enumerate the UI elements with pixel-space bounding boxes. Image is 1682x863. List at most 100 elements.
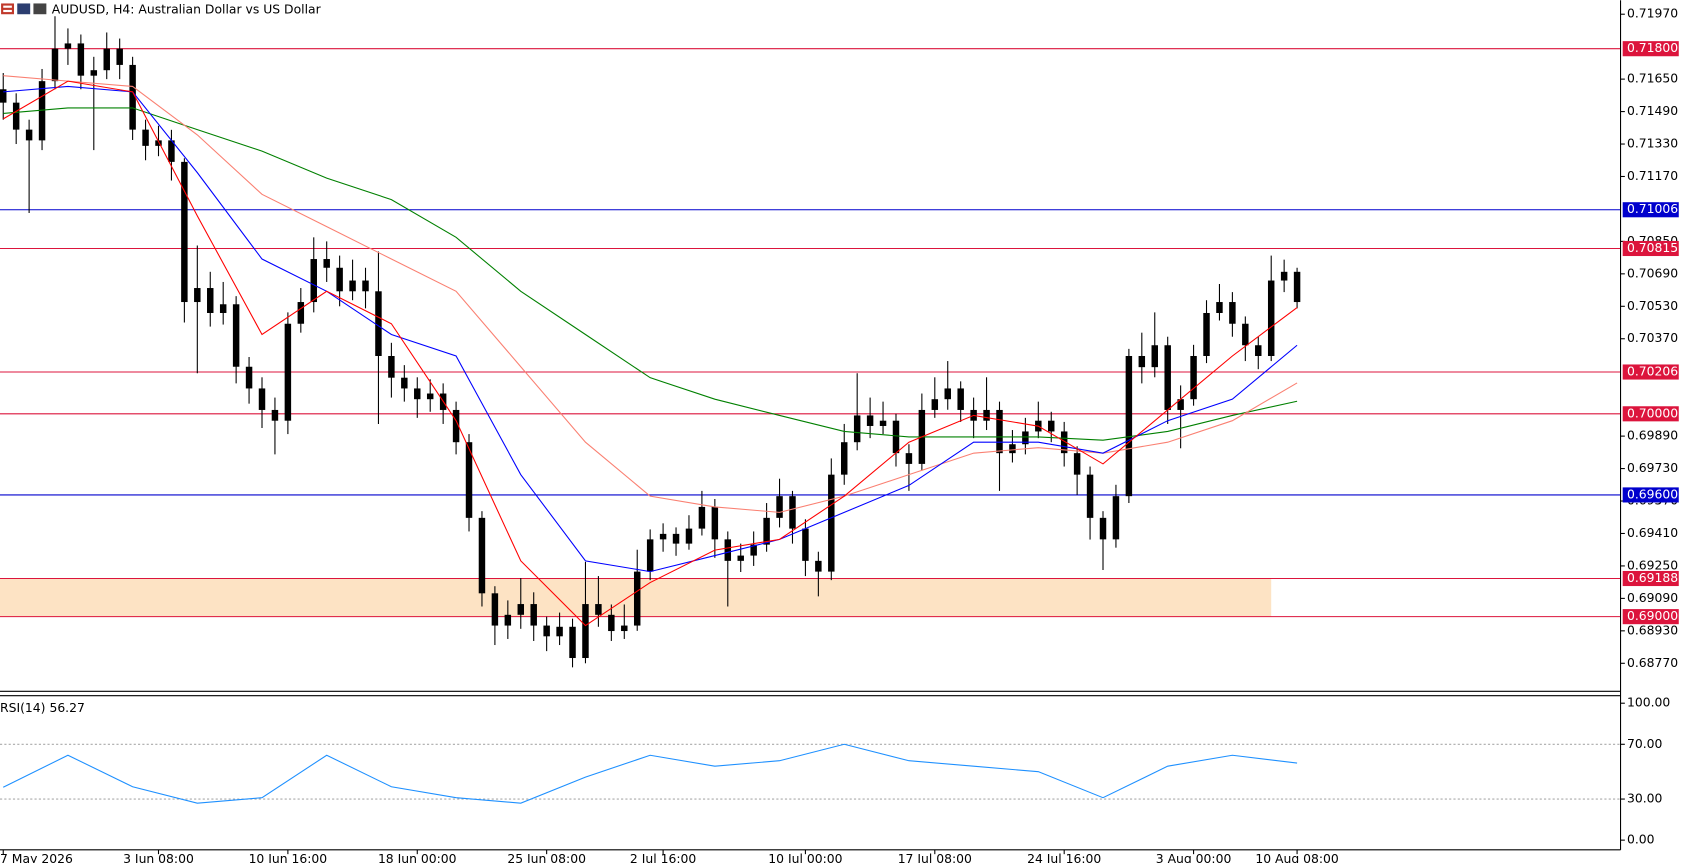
moving-average	[3, 107, 1298, 441]
candle-body	[672, 533, 680, 544]
candle-body	[556, 626, 563, 637]
y-tick-label: 30.00	[1627, 791, 1663, 806]
y-tick-label: 0.71970	[1627, 6, 1678, 21]
candle-body	[271, 409, 279, 421]
moving-average	[3, 85, 1298, 573]
candle-body	[168, 140, 175, 162]
y-tick-label: 0.70370	[1627, 330, 1678, 345]
x-tick-label: 10 Jun 16:00	[249, 851, 328, 863]
candle-body	[232, 304, 240, 367]
candle-body	[1293, 271, 1301, 303]
candle-body	[944, 388, 951, 400]
candle-body	[401, 377, 408, 389]
x-tick-label: 3 Jun 08:00	[123, 851, 194, 863]
candle-body	[426, 393, 434, 400]
candle-body	[504, 614, 512, 626]
candle-body	[103, 48, 110, 71]
candle-body	[1255, 345, 1262, 356]
candle-body	[64, 43, 72, 49]
candle-body	[983, 409, 990, 421]
candle-body	[737, 555, 744, 561]
candle-body	[659, 533, 667, 540]
candle-body	[595, 604, 602, 615]
candle-body	[51, 48, 59, 82]
y-tick-label: 0.68770	[1627, 655, 1678, 670]
candle-body	[12, 102, 20, 130]
candle-body	[1060, 431, 1068, 454]
x-tick-label: 7 May 2026	[0, 851, 73, 863]
candle-body	[608, 614, 615, 632]
candle-body	[1009, 444, 1016, 454]
candle-body	[478, 517, 486, 594]
icon	[17, 3, 31, 15]
candle-body	[491, 593, 499, 626]
candle-body	[750, 544, 757, 556]
x-tick-label: 18 Jun 00:00	[378, 851, 457, 863]
candle-body	[905, 453, 913, 464]
candle-body	[1151, 345, 1158, 368]
level-label: 0.71006	[1627, 201, 1678, 216]
candle-body	[116, 48, 123, 65]
chart-title: AUDUSD, H4: Australian Dollar vs US Doll…	[52, 1, 322, 16]
candle-body	[1190, 355, 1197, 400]
candle-body	[375, 291, 382, 356]
level-tag	[1622, 202, 1679, 218]
candle-body	[569, 626, 576, 659]
y-tick-label: 0.71330	[1627, 136, 1678, 151]
candle-body	[776, 496, 783, 518]
candle-body	[892, 420, 900, 454]
candle-body	[866, 415, 874, 426]
candle-body	[1112, 496, 1120, 540]
candle-body	[297, 302, 305, 324]
y-tick-label: 0.69730	[1627, 460, 1678, 475]
candle-body	[1022, 431, 1029, 445]
candle-body	[1177, 399, 1184, 410]
header: AUDUSD, H4: Australian Dollar vs US Doll…	[1, 1, 322, 16]
icon	[3, 9, 12, 13]
candle-body	[1138, 355, 1146, 368]
candle-body	[310, 259, 317, 303]
y-tick-label: 0.70530	[1627, 298, 1678, 313]
candle-body	[336, 267, 343, 292]
candle-body	[828, 474, 835, 572]
candle-body	[465, 442, 473, 518]
x-tick-label: 10 Aug 08:00	[1255, 851, 1339, 863]
candle-body	[362, 280, 369, 292]
candle-body	[879, 420, 887, 426]
candle-body	[414, 388, 421, 400]
main-panel: 0.71970 0.71650 0.71490 0.71330 0.71170 0.708…	[0, 6, 1679, 863]
candle-body	[633, 571, 641, 626]
y-tick-label: 0.69090	[1627, 590, 1678, 605]
candle-body	[698, 506, 706, 529]
candle-body	[1280, 271, 1288, 281]
candle-body	[1086, 474, 1094, 518]
candle-body	[155, 140, 162, 146]
candle-body	[1164, 345, 1171, 410]
level-tag	[1622, 487, 1679, 503]
frame	[0, 0, 1622, 851]
candle-body	[349, 280, 356, 292]
candle-body	[1229, 302, 1236, 324]
level-tag	[1622, 406, 1679, 422]
candle-body	[38, 81, 46, 141]
candle-body	[789, 496, 796, 529]
candle-body	[841, 442, 848, 475]
candle-body	[543, 625, 550, 637]
x-tick-label: 24 Jul 16:00	[1027, 851, 1101, 863]
icon	[33, 3, 47, 15]
level-tag	[1622, 609, 1679, 625]
candle-body	[802, 528, 809, 561]
candle-body	[194, 288, 201, 303]
candle-body	[1242, 323, 1249, 346]
level-tag	[1622, 41, 1679, 57]
candle-body	[142, 129, 149, 146]
y-tick-label: 0.69250	[1627, 557, 1678, 572]
x-tick-label: 17 Jul 08:00	[898, 851, 972, 863]
y-tick-label: 100.00	[1627, 695, 1670, 710]
candle-body	[1216, 302, 1223, 313]
candle-body	[284, 323, 292, 421]
y-tick-label: 0.00	[1627, 832, 1655, 847]
candle-body	[77, 43, 85, 76]
